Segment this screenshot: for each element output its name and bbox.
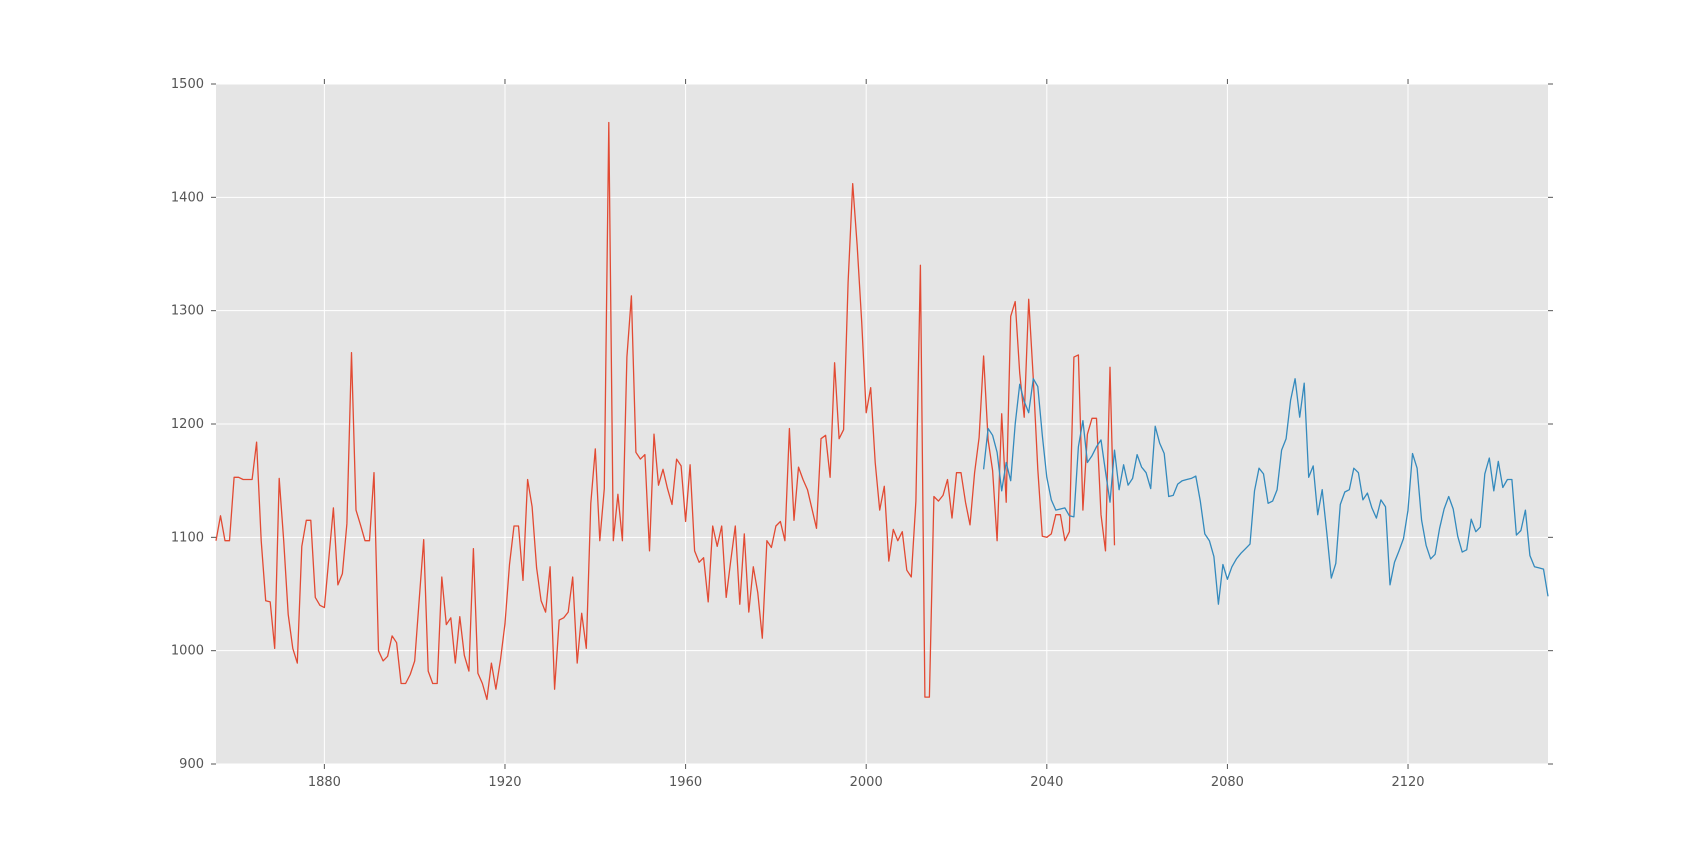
y-tick-label: 1200 <box>171 417 204 432</box>
y-tick-label: 1000 <box>171 644 204 659</box>
series-line-1 <box>215 121 1116 701</box>
x-tick-label: 2040 <box>1030 775 1063 790</box>
series-line-2 <box>982 378 1549 605</box>
x-tick-label: 1880 <box>308 775 341 790</box>
x-tick-labels: 1880 1920 1960 2000 2040 2080 2120 <box>308 775 1425 790</box>
axis-ticks <box>211 79 1553 769</box>
x-tick-label: 1920 <box>488 775 521 790</box>
y-tick-label: 1500 <box>171 77 204 92</box>
x-tick-label: 2120 <box>1391 775 1424 790</box>
y-tick-label: 1400 <box>171 190 204 205</box>
x-tick-label: 2000 <box>850 775 883 790</box>
x-tick-label: 2080 <box>1211 775 1244 790</box>
x-tick-label: 1960 <box>669 775 702 790</box>
y-tick-labels: 900 1000 1100 1200 1300 1400 1500 <box>171 77 204 772</box>
y-tick-label: 1100 <box>171 530 204 545</box>
y-tick-label: 1300 <box>171 304 204 319</box>
y-tick-label: 900 <box>179 757 204 772</box>
data-series <box>215 121 1549 701</box>
